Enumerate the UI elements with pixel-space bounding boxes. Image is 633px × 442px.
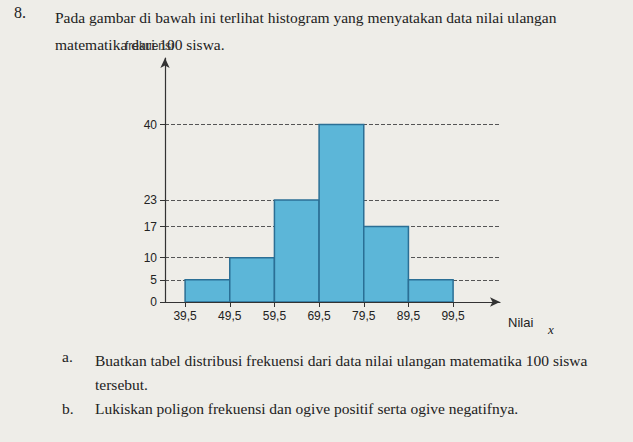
svg-text:a.: a.: [62, 348, 73, 365]
svg-text:frekuensi: frekuensi: [125, 39, 174, 53]
svg-text:59,5: 59,5: [263, 309, 287, 323]
svg-text:Nilai: Nilai: [508, 315, 533, 330]
svg-text:17: 17: [144, 220, 158, 234]
svg-text:39,5: 39,5: [173, 309, 197, 323]
svg-text:x: x: [547, 322, 554, 337]
svg-text:69,5: 69,5: [307, 309, 331, 323]
svg-text:23: 23: [144, 193, 158, 207]
svg-text:8.: 8.: [14, 4, 26, 21]
svg-text:99,5: 99,5: [441, 309, 465, 323]
svg-text:5: 5: [150, 273, 157, 287]
svg-text:Buatkan tabel distribusi freku: Buatkan tabel distribusi frekuensi dari …: [95, 352, 591, 369]
svg-text:0: 0: [150, 295, 157, 309]
svg-text:Pada gambar di bawah ini terli: Pada gambar di bawah ini terlihat histog…: [55, 9, 560, 26]
svg-text:tersebut.: tersebut.: [95, 376, 148, 393]
svg-text:Lukiskan poligon frekuensi dan: Lukiskan poligon frekuensi dan ogive pos…: [95, 400, 518, 417]
svg-text:matematika dari 100 siswa.: matematika dari 100 siswa.: [55, 36, 225, 53]
svg-text:49,5: 49,5: [218, 309, 242, 323]
svg-text:10: 10: [144, 251, 158, 265]
svg-text:40: 40: [144, 118, 158, 132]
svg-text:b.: b.: [62, 400, 74, 417]
svg-text:79,5: 79,5: [352, 309, 376, 323]
svg-text:89,5: 89,5: [397, 309, 421, 323]
